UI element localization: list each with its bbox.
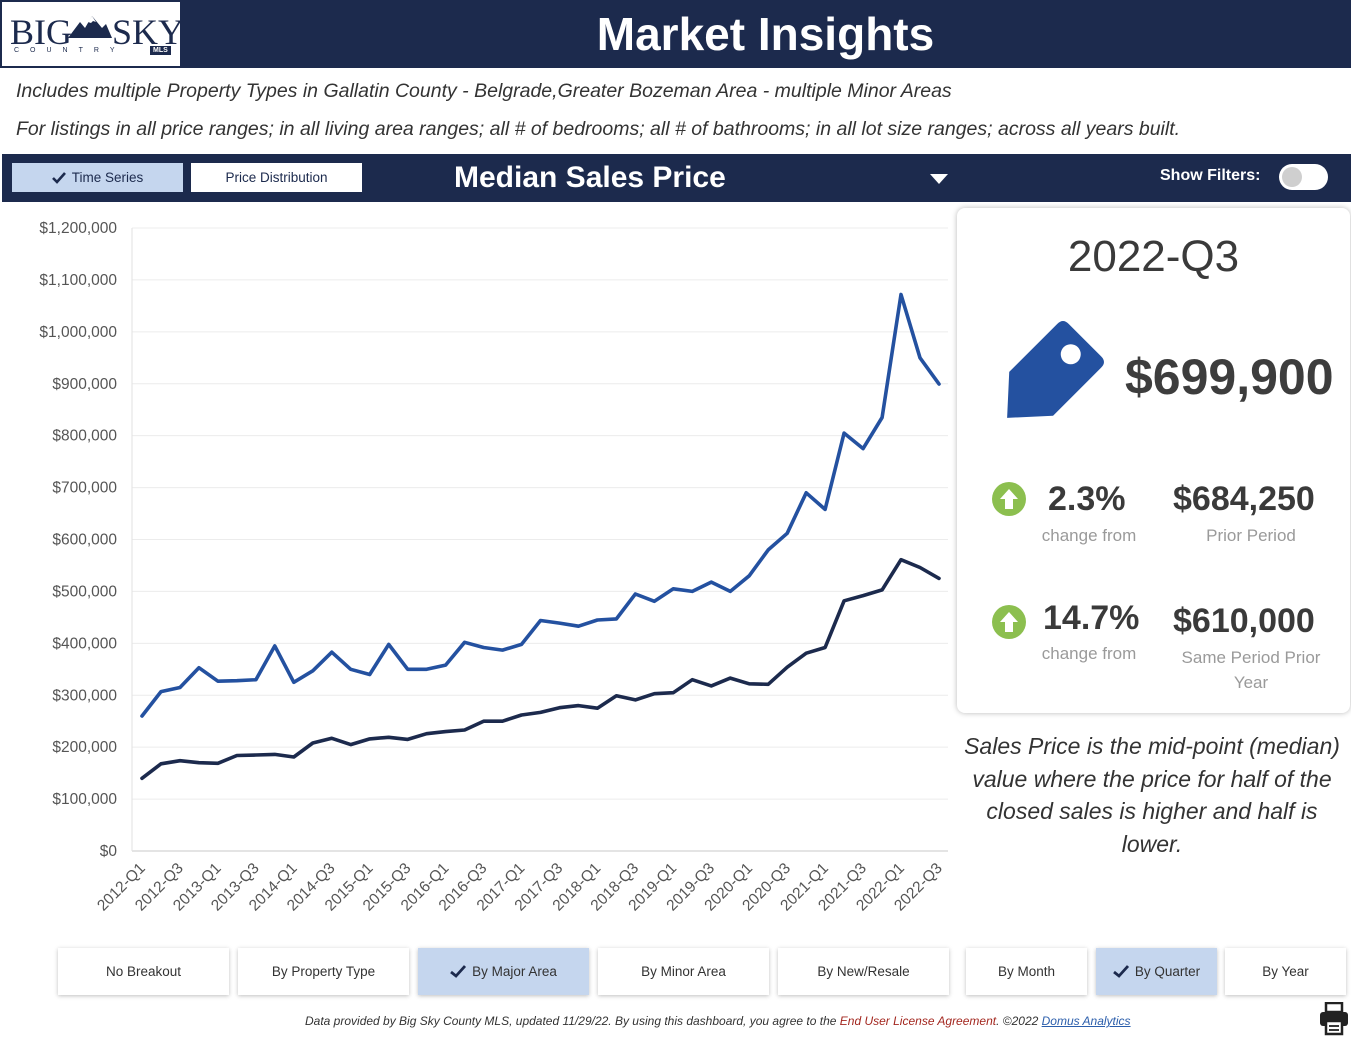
y-tick-label: $0	[100, 843, 118, 860]
by-month-button[interactable]: By Month	[966, 948, 1087, 995]
no-breakout-label: No Breakout	[105, 964, 182, 979]
y-tick-label: $200,000	[52, 739, 117, 756]
y-tick-label: $100,000	[52, 791, 117, 808]
show-filters-toggle[interactable]	[1279, 164, 1328, 190]
by-quarter-label: By Quarter	[1134, 964, 1201, 979]
prior-period-value: $684,250	[1173, 480, 1315, 518]
y-tick-label: $400,000	[52, 635, 117, 652]
by-minor-area-button[interactable]: By Minor Area	[598, 948, 769, 995]
y-tick-label: $1,100,000	[39, 272, 117, 289]
checkmark-icon	[1112, 965, 1129, 978]
big-sky-logo: BIG SKY COUNTRY MLS	[2, 2, 184, 66]
by-major-area-button[interactable]: By Major Area	[418, 948, 589, 995]
by-year-label: By Year	[1262, 964, 1309, 979]
y-tick-label: $600,000	[52, 532, 117, 549]
by-quarter-button[interactable]: By Quarter	[1096, 948, 1217, 995]
footer-text: Data provided by Big Sky County MLS, upd…	[305, 1014, 840, 1028]
y-tick-label: $300,000	[52, 687, 117, 704]
filter-summary-1: Includes multiple Property Types in Gall…	[16, 80, 952, 102]
y-tick-label: $1,200,000	[39, 220, 117, 237]
checkmark-icon	[51, 171, 66, 184]
eula-link[interactable]: End User License Agreement	[839, 1014, 997, 1028]
by-year-button[interactable]: By Year	[1225, 948, 1346, 995]
current-median-price: $699,900	[1125, 349, 1334, 405]
page-title: Market Insights	[596, 8, 935, 60]
prior-year-change-pct: 14.7%	[1043, 599, 1140, 637]
control-bar: Time Series Price Distribution Median Sa…	[2, 154, 1351, 202]
toggle-knob	[1282, 167, 1302, 187]
series-line-1	[140, 292, 941, 718]
footer-disclaimer: Data provided by Big Sky County MLS, upd…	[305, 1014, 1131, 1028]
by-new-resale-label: By New/Resale	[817, 964, 910, 979]
footer-copyright: . ©2022	[996, 1014, 1042, 1028]
prior-period-change-pct: 2.3%	[1048, 480, 1126, 518]
checkmark-icon	[450, 965, 467, 978]
no-breakout-button[interactable]: No Breakout	[58, 948, 229, 995]
y-tick-label: $900,000	[52, 376, 117, 393]
domus-analytics-link[interactable]: Domus Analytics	[1041, 1014, 1131, 1028]
logo-subtitle: COUNTRY	[14, 47, 126, 54]
period-label: 2022-Q3	[1067, 232, 1240, 281]
logo-wordmark: BIG SKY	[10, 12, 185, 52]
time-series-label: Time Series	[71, 170, 144, 185]
price-distribution-button[interactable]: Price Distribution	[191, 163, 362, 192]
show-filters-label: Show Filters:	[1160, 167, 1261, 184]
by-property-type-label: By Property Type	[271, 964, 376, 979]
by-minor-area-label: By Minor Area	[641, 964, 726, 979]
y-tick-label: $1,000,000	[39, 324, 117, 341]
y-tick-label: $500,000	[52, 583, 117, 600]
arrow-up-icon	[992, 482, 1026, 516]
logo-mls-badge: MLS	[150, 46, 171, 55]
by-new-resale-button[interactable]: By New/Resale	[778, 948, 949, 995]
summary-card: 2022-Q3 $699,900 2.3% change from $684,2…	[957, 208, 1350, 713]
header-bar: BIG SKY COUNTRY MLS Market Insights	[0, 0, 1351, 68]
price-tag-icon	[1007, 321, 1104, 418]
filter-summary-2: For listings in all price ranges; in all…	[16, 118, 1181, 140]
by-month-label: By Month	[997, 964, 1056, 979]
mountain-icon	[68, 16, 112, 38]
by-property-type-button[interactable]: By Property Type	[238, 948, 409, 995]
median-price-chart: $0 $100,000 $200,000 $300,000 $400,000 $500,0…	[39, 220, 948, 914]
y-tick-label: $700,000	[52, 480, 117, 497]
measure-dropdown[interactable]: Median Sales Price	[454, 161, 726, 194]
by-major-area-label: By Major Area	[472, 964, 557, 979]
prior-year-change-caption: change from	[1041, 644, 1137, 663]
prior-year-value: $610,000	[1173, 602, 1315, 640]
time-series-button[interactable]: Time Series	[12, 163, 183, 192]
median-explanation: Sales Price is the mid-point (median) va…	[964, 733, 1340, 857]
prior-period-caption: Prior Period	[1206, 526, 1296, 545]
printer-icon[interactable]	[1318, 1002, 1350, 1036]
prior-year-caption: Same Period Prior Year	[1181, 648, 1321, 692]
prior-period-change-caption: change from	[1041, 526, 1137, 545]
y-tick-label: $800,000	[52, 428, 117, 445]
arrow-up-icon	[992, 605, 1026, 639]
chevron-down-icon[interactable]	[930, 174, 948, 184]
